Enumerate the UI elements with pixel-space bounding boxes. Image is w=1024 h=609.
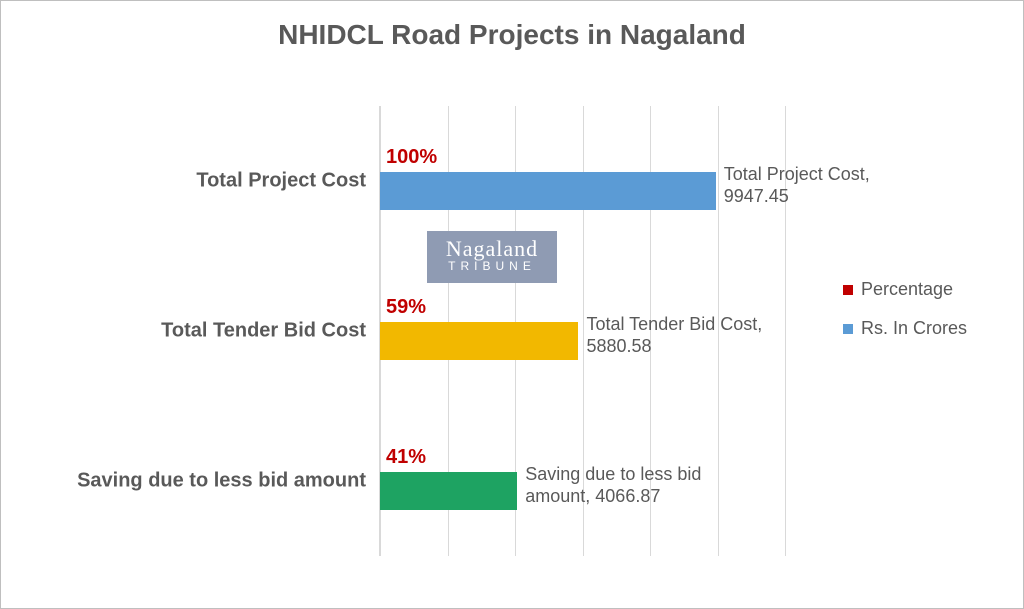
watermark-logo: Nagaland TRIBUNE bbox=[427, 231, 557, 283]
percentage-label: 100% bbox=[386, 146, 437, 169]
watermark-line2: TRIBUNE bbox=[427, 260, 557, 273]
legend-label: Rs. In Crores bbox=[861, 318, 967, 339]
category-label: Saving due to less bid amount bbox=[77, 470, 380, 493]
legend-marker bbox=[843, 324, 853, 334]
bar-data-label: Saving due to less bid amount, 4066.87 bbox=[525, 464, 705, 507]
percentage-label: 41% bbox=[386, 446, 426, 469]
legend-item: Rs. In Crores bbox=[843, 318, 967, 339]
bar bbox=[380, 172, 716, 210]
percentage-label: 59% bbox=[386, 296, 426, 319]
plot-area: Total Project Cost100%Total Project Cost… bbox=[379, 106, 784, 556]
chart-container: NHIDCL Road Projects in Nagaland Total P… bbox=[0, 0, 1024, 609]
category-label: Total Project Cost bbox=[196, 170, 380, 193]
bar-data-label: Total Tender Bid Cost, 5880.58 bbox=[586, 314, 766, 357]
bar bbox=[380, 322, 578, 360]
bar-data-label: Total Project Cost, 9947.45 bbox=[724, 164, 904, 207]
legend-label: Percentage bbox=[861, 279, 953, 300]
watermark-line1: Nagaland bbox=[427, 237, 557, 260]
bar bbox=[380, 472, 517, 510]
legend: Percentage Rs. In Crores bbox=[843, 279, 967, 357]
chart-title: NHIDCL Road Projects in Nagaland bbox=[1, 19, 1023, 51]
legend-marker bbox=[843, 285, 853, 295]
legend-item: Percentage bbox=[843, 279, 967, 300]
category-label: Total Tender Bid Cost bbox=[161, 320, 380, 343]
